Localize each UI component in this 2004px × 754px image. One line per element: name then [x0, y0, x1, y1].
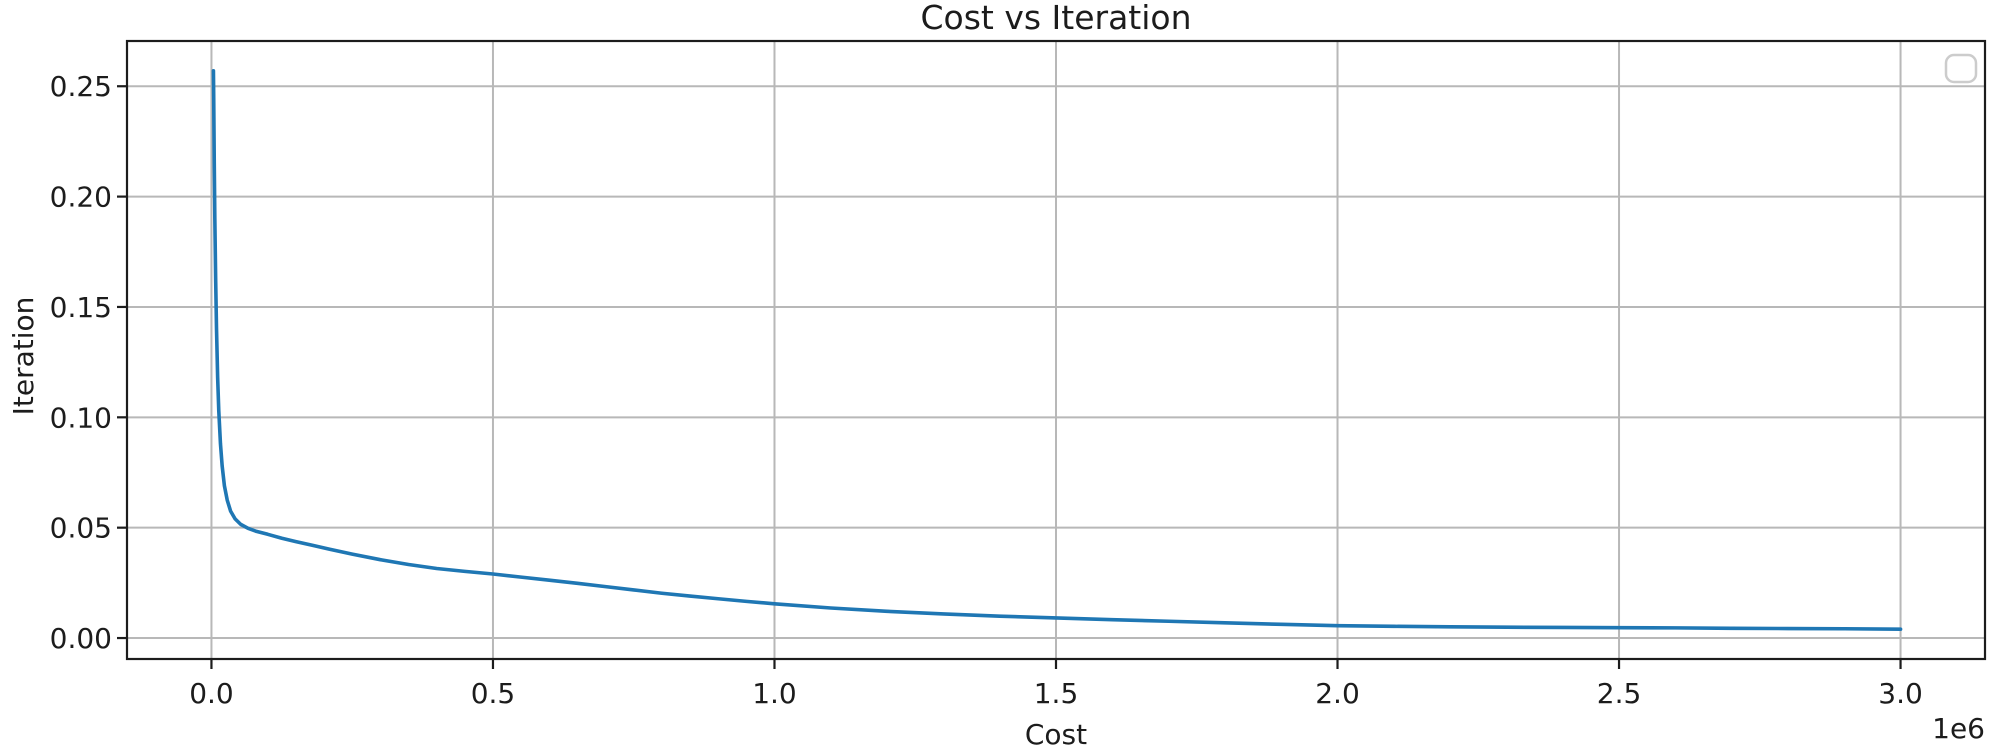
y-tick-label: 0.20	[50, 181, 112, 214]
x-axis-label: Cost	[1025, 718, 1087, 751]
x-axis-offset-label: 1e6	[1932, 712, 1985, 745]
grid-layer	[127, 41, 1985, 659]
y-tick-label: 0.15	[50, 291, 112, 324]
y-tick-label: 0.10	[50, 401, 112, 434]
cost-curve-line	[211, 69, 1903, 631]
x-tick-label: 2.5	[1597, 677, 1642, 710]
x-tick-label: 1.5	[1034, 677, 1079, 710]
y-axis-label: Iteration	[7, 297, 40, 416]
x-tick-label: 0.5	[471, 677, 516, 710]
y-tick-label: 0.05	[50, 512, 112, 545]
x-tick-label: 3.0	[1878, 677, 1923, 710]
tick-layer	[117, 85, 1902, 669]
x-tick-label: 0.0	[189, 677, 234, 710]
x-tick-label: 2.0	[1315, 677, 1360, 710]
legend-box	[1944, 53, 1978, 84]
x-tick-label: 1.0	[752, 677, 797, 710]
y-tick-label: 0.00	[50, 622, 112, 655]
tick-label-layer: 0.0 0.5 1.0 1.5 2.0 2.5 3.0 0.00 0.05 0.10 0.15 0.2…	[50, 70, 1923, 710]
y-tick-label: 0.25	[50, 70, 112, 103]
chart-title: Cost vs Iteration	[920, 0, 1191, 37]
